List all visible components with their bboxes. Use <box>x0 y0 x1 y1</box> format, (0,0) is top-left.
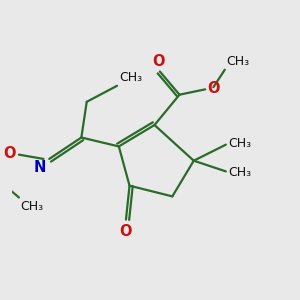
Text: O: O <box>208 81 220 96</box>
Text: CH₃: CH₃ <box>228 137 251 150</box>
Text: CH₃: CH₃ <box>119 71 142 84</box>
Text: CH₃: CH₃ <box>226 55 250 68</box>
Text: O: O <box>152 54 164 69</box>
Text: O: O <box>4 146 16 161</box>
Text: CH₃: CH₃ <box>20 200 44 213</box>
Text: N: N <box>34 160 46 175</box>
Text: O: O <box>120 224 132 239</box>
Text: CH₃: CH₃ <box>228 166 251 178</box>
